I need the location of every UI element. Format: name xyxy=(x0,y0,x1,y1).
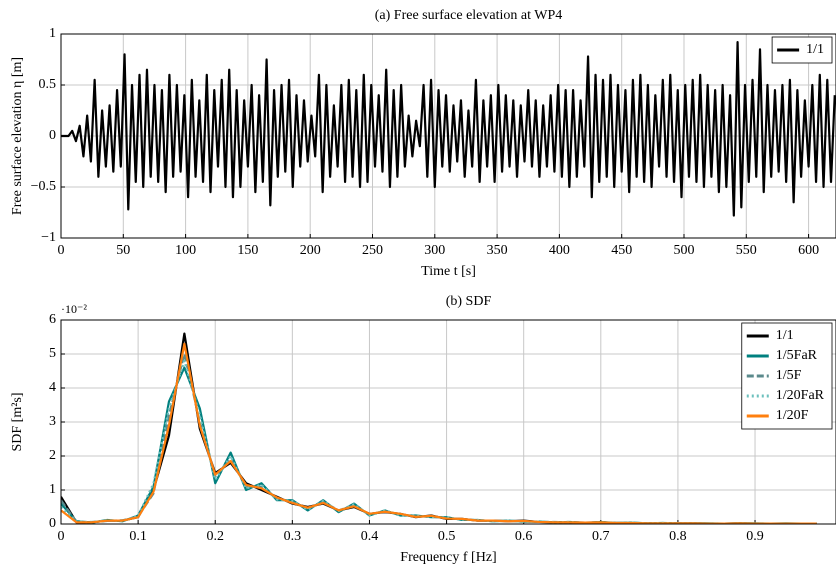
x-tick-label: 0 xyxy=(58,243,65,258)
x-tick-label: 50 xyxy=(116,243,130,258)
x-tick-label: 500 xyxy=(673,243,694,258)
x-tick-label: 0.6 xyxy=(515,529,533,544)
y-tick-label: −1 xyxy=(41,230,56,245)
y-tick-label: 6 xyxy=(49,312,56,327)
y-tick-label: −0.5 xyxy=(31,179,56,194)
plot-frame xyxy=(60,319,836,525)
x-tick-label: 150 xyxy=(237,243,258,258)
x-tick-label: 0.7 xyxy=(592,529,610,544)
legend-label: 1/5FaR xyxy=(776,348,818,363)
legend-label: 1/5F xyxy=(776,368,802,383)
x-tick-label: 0.4 xyxy=(361,529,379,544)
x-tick-label: 0.5 xyxy=(438,529,456,544)
y-axis-label: Free surface elevation η [m] xyxy=(10,57,25,215)
x-tick-label: 600 xyxy=(798,243,819,258)
y-tick-label: 2 xyxy=(49,448,56,463)
x-axis-label: Frequency f [Hz] xyxy=(400,550,496,565)
x-tick-label: 0.1 xyxy=(129,529,147,544)
plot-frame xyxy=(60,33,836,239)
x-tick-label: 0.9 xyxy=(746,529,764,544)
y-tick-label: 1 xyxy=(49,26,56,41)
legend-label: 1/1 xyxy=(776,328,794,343)
y-tick-label: 0 xyxy=(49,128,56,143)
series-line xyxy=(61,342,817,524)
series-line xyxy=(61,332,817,524)
chart-title: (a) Free surface elevation at WP4 xyxy=(375,8,563,23)
legend: 1/1 xyxy=(771,36,833,64)
legend-label: 1/20FaR xyxy=(776,388,825,403)
x-tick-label: 250 xyxy=(362,243,383,258)
series-line xyxy=(61,352,817,524)
x-tick-label: 0 xyxy=(58,529,65,544)
x-tick-label: 350 xyxy=(487,243,508,258)
x-tick-label: 300 xyxy=(424,243,445,258)
y-tick-label: 5 xyxy=(49,346,56,361)
y-tick-label: 3 xyxy=(49,414,56,429)
x-tick-label: 0.8 xyxy=(669,529,687,544)
y-axis-label: SDF [m²s] xyxy=(10,392,25,451)
series-line xyxy=(61,359,817,524)
x-tick-label: 100 xyxy=(175,243,196,258)
series-line xyxy=(61,41,836,217)
y-tick-label: 1 xyxy=(49,482,56,497)
x-tick-label: 0.2 xyxy=(206,529,224,544)
axis-multiplier: ·10⁻² xyxy=(61,302,87,316)
y-tick-label: 0.5 xyxy=(39,77,57,92)
x-tick-label: 200 xyxy=(300,243,321,258)
x-tick-label: 400 xyxy=(549,243,570,258)
chart-title: (b) SDF xyxy=(446,294,492,309)
x-tick-label: 0.3 xyxy=(284,529,302,544)
x-axis-label: Time t [s] xyxy=(421,264,476,279)
legend: 1/1 1/5FaR 1/5F 1/20FaR 1/20F xyxy=(741,322,833,430)
y-tick-label: 0 xyxy=(49,516,56,531)
legend-label: 1/1 xyxy=(806,42,824,57)
x-tick-label: 550 xyxy=(736,243,757,258)
legend-label: 1/20F xyxy=(776,408,809,423)
y-tick-label: 4 xyxy=(49,380,56,395)
x-tick-label: 450 xyxy=(611,243,632,258)
